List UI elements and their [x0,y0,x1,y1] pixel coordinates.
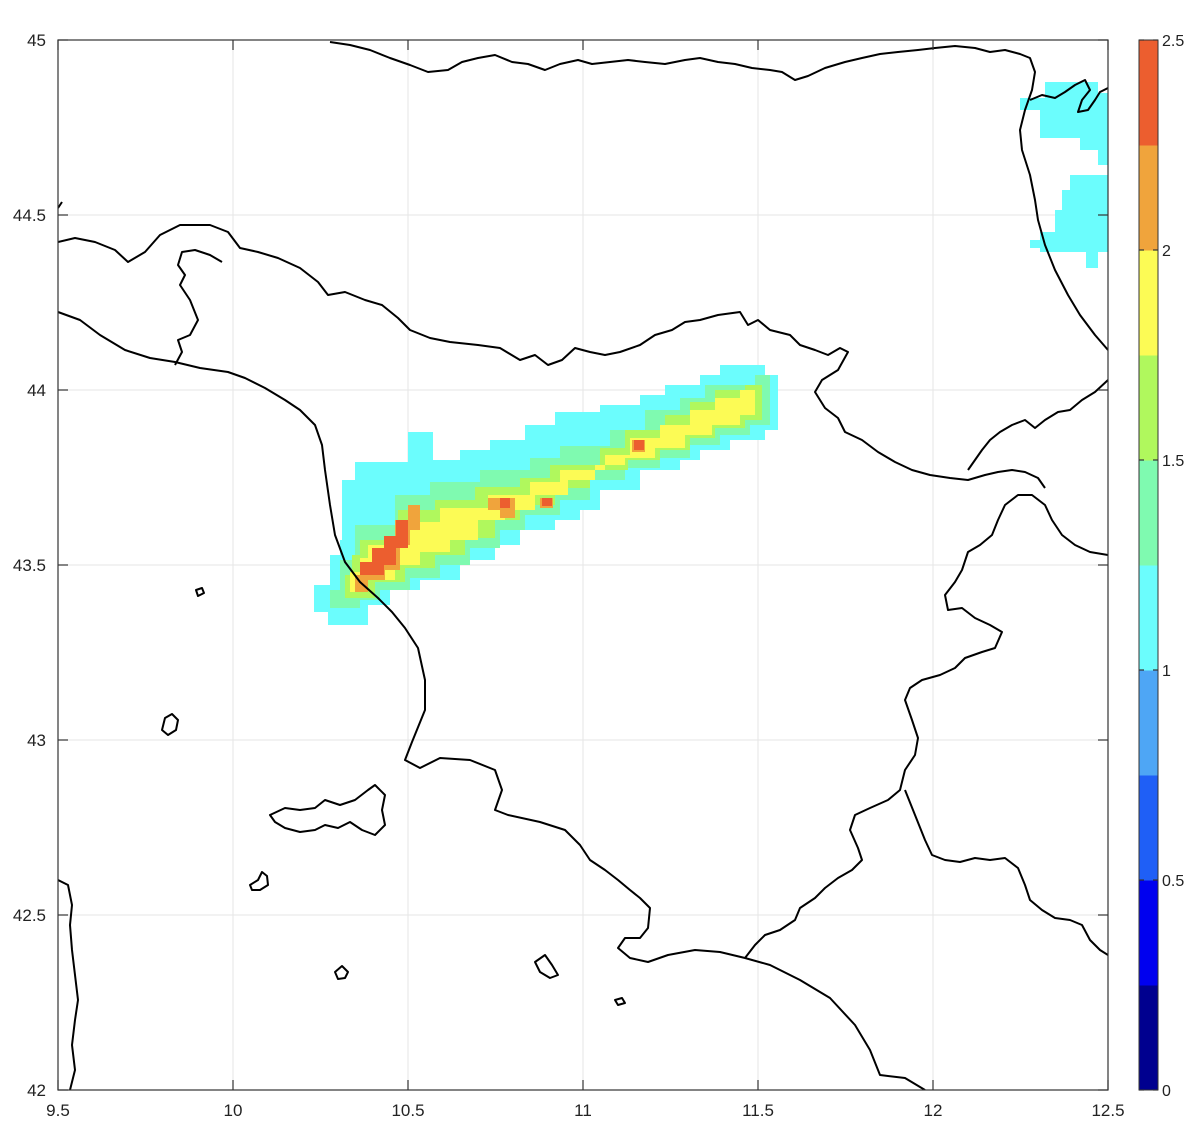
y-tick-label: 43.5 [13,556,46,575]
y-tick-label: 44.5 [13,206,46,225]
border-north [58,224,1046,489]
colorbar-tick-label: 2 [1162,243,1171,260]
x-tick-label: 9.5 [46,1101,70,1120]
plume-level-6 [360,440,644,575]
y-tick-label: 44 [27,381,46,400]
island-montecristo [334,965,349,980]
colorbar-segment [1139,985,1158,1091]
border-east [744,494,1108,959]
y-tick-labels: 42 42.5 43 43.5 44 44.5 45 [13,31,46,1100]
colorbar-segment [1139,880,1158,986]
colorbar-segment [1139,250,1158,356]
coast-west-corner [58,201,63,209]
colorbar-segment [1139,40,1158,146]
colorbar-frame [1138,39,1159,1091]
venice-lagoon [1029,79,1108,113]
colorbar-segment [1139,145,1158,251]
colorbar-tick-label: 1.5 [1162,453,1184,470]
colorbar-segment [1139,460,1158,566]
colorbar-segment [1139,355,1158,461]
tick-marks [57,39,1109,1091]
border-apennine [174,249,223,366]
coastline-liguria-tuscany [58,311,926,1090]
colorbar-segment [1139,565,1158,671]
island-elba [269,784,386,836]
y-tick-label: 43 [27,731,46,750]
island-capraia [161,713,179,736]
coastlines [58,41,1108,1090]
border-east-2 [904,789,1108,956]
x-tick-label: 10.5 [391,1101,424,1120]
colorbar: 0 0.5 1 1.5 2 2.5 [1138,33,1184,1100]
y-tick-label: 42 [27,1081,46,1100]
x-tick-label: 11 [574,1101,592,1120]
island-gorgona [195,587,205,597]
x-tick-label: 10 [224,1101,243,1120]
y-tick-label: 42.5 [13,906,46,925]
border-east-3 [967,379,1108,471]
colorbar-segment [1139,670,1158,776]
x-tick-label: 12 [924,1101,943,1120]
northeast-coastal-patch [1020,82,1108,268]
island-giannutri [614,997,626,1006]
y-tick-label: 45 [27,31,46,50]
colorbar-tick-label: 0 [1162,1083,1171,1100]
colorbar-tick-label: 1 [1162,663,1171,680]
coast-corsica [58,879,79,1090]
island-giglio [534,954,559,979]
x-tick-labels: 9.5 10 10.5 11 11.5 12 12.5 [46,1101,1124,1120]
border-northeast [329,41,1108,351]
x-tick-label: 12.5 [1091,1101,1124,1120]
x-tick-label: 11.5 [742,1101,774,1120]
colorbar-tick-label: 0.5 [1162,873,1184,890]
concentration-field [314,82,1108,625]
colorbar-segment [1139,775,1158,881]
colorbar-tick-label: 2.5 [1162,33,1184,50]
plume-level-4 [350,390,755,592]
island-pianosa [249,871,269,891]
colorbar-blocks [1139,39,1158,1091]
